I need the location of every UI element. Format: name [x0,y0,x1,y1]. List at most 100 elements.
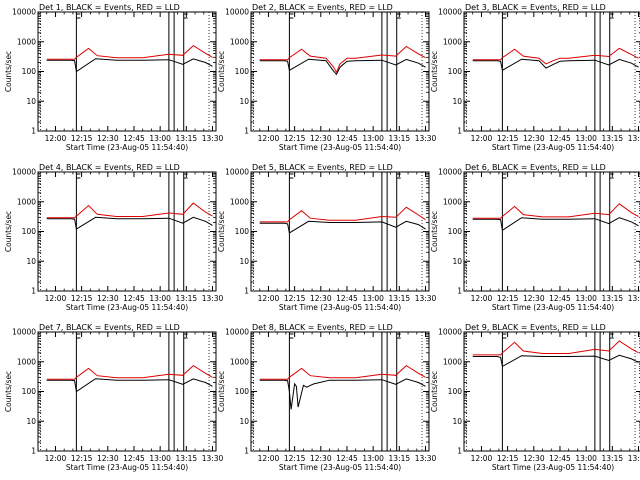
y-tick-label: 100 [235,387,250,396]
x-axis-label: Start Time (23-Aug-05 11:54:40) [279,143,401,152]
x-tick-label: 12:15 [71,294,93,303]
x-axis-label: Start Time (23-Aug-05 11:54:40) [279,303,401,312]
y-tick-label: 10000 [225,168,249,177]
y-tick-label: 1 [31,287,36,296]
detector-panel-8: 1 10 100 1000 10000 12:00 12:15 12:30 12:45 13:00… [217,323,437,472]
marker-flag [609,173,614,179]
y-tick-label: 10 [26,97,36,106]
marker-flag [76,173,81,179]
y-tick-label: 1 [457,127,462,136]
y-tick-label: 1 [457,287,462,296]
x-tick-label: 12:30 [310,454,332,463]
plot-frame [463,11,640,132]
y-axis-label: Counts/sec [4,371,13,412]
plot-frame [37,11,217,132]
plot-frame [37,171,217,292]
series-line-lld [259,206,426,223]
y-tick-label: 10000 [12,328,36,337]
x-tick-label: 12:30 [97,454,119,463]
y-tick-label: 100 [235,67,250,76]
y-tick-label: 10 [239,257,249,266]
y-tick-label: 1000 [443,197,462,206]
x-tick-label: 13:30 [415,134,437,143]
x-tick-label: 12:00 [258,454,280,463]
series-line-lld [46,364,213,380]
panel-title: Det 6, BLACK = Events, RED = LLD [465,163,606,172]
plot-frame [250,11,430,132]
series-line-events [259,378,426,410]
x-tick-label: 12:45 [549,134,571,143]
detector-panel-6: 1 10 100 1000 10000 12:00 12:15 12:30 12:45 13:00… [430,163,640,312]
detector-panel-1: 1 10 100 1000 10000 12:00 12:15 12:30 12:45 13:00… [4,3,224,152]
y-tick-label: 1 [457,447,462,456]
detector-panel-5: 1 10 100 1000 10000 12:00 12:15 12:30 12:45 13:00… [217,163,437,312]
x-tick-label: 13:30 [628,454,640,463]
x-tick-label: 12:00 [471,294,493,303]
x-tick-label: 12:30 [523,294,545,303]
panel-title: Det 3, BLACK = Events, RED = LLD [465,3,606,12]
y-axis-label: Counts/sec [4,211,13,252]
x-tick-label: 12:30 [523,454,545,463]
marker-flag [76,13,81,19]
marker-flag [502,333,507,339]
y-axis-label: Counts/sec [4,51,13,92]
y-tick-label: 1 [244,127,249,136]
x-tick-label: 12:30 [97,294,119,303]
x-tick-label: 13:30 [628,294,640,303]
y-tick-label: 100 [448,67,463,76]
x-tick-label: 13:15 [176,134,198,143]
y-tick-label: 1 [244,447,249,456]
x-tick-label: 13:30 [202,294,224,303]
x-tick-label: 12:00 [471,134,493,143]
panel-title: Det 4, BLACK = Events, RED = LLD [39,163,180,172]
y-tick-label: 10000 [225,328,249,337]
y-tick-label: 10 [239,417,249,426]
y-tick-label: 1000 [17,357,36,366]
x-tick-label: 13:00 [362,294,384,303]
x-tick-label: 13:00 [149,134,171,143]
x-tick-label: 12:45 [336,294,358,303]
series-line-lld [46,202,213,219]
series-line-events [46,378,213,393]
y-tick-label: 10 [239,97,249,106]
marker-flag [289,173,294,179]
y-axis-label: Counts/sec [217,371,226,412]
detector-panel-7: 1 10 100 1000 10000 12:00 12:15 12:30 12:45 13:00… [4,323,224,472]
y-axis-label: Counts/sec [430,51,439,92]
y-tick-label: 1000 [230,357,249,366]
y-tick-label: 1000 [230,197,249,206]
x-tick-label: 13:15 [389,134,411,143]
x-tick-label: 13:15 [602,454,624,463]
x-tick-label: 12:00 [258,294,280,303]
x-tick-label: 12:00 [45,134,67,143]
series-line-lld [259,45,426,74]
x-tick-label: 13:15 [602,134,624,143]
y-tick-label: 100 [22,387,37,396]
x-tick-label: 12:30 [310,134,332,143]
x-tick-label: 12:00 [258,134,280,143]
x-tick-label: 12:30 [97,134,119,143]
marker-flag [289,333,294,339]
marker-flag [609,333,614,339]
y-tick-label: 1 [244,287,249,296]
panel-title: Det 5, BLACK = Events, RED = LLD [252,163,393,172]
y-tick-label: 10 [452,257,462,266]
y-tick-label: 10000 [12,8,36,17]
y-tick-label: 1 [31,447,36,456]
detector-panel-4: 1 10 100 1000 10000 12:00 12:15 12:30 12:45 13:00… [4,163,224,312]
detector-panel-2: 1 10 100 1000 10000 12:00 12:15 12:30 12:45 13:00… [217,3,437,152]
x-tick-label: 12:15 [71,454,93,463]
y-tick-label: 10 [452,417,462,426]
series-line-lld [472,340,639,356]
x-tick-label: 13:00 [362,134,384,143]
x-tick-label: 12:00 [45,454,67,463]
x-tick-label: 12:15 [497,294,519,303]
x-tick-label: 13:15 [176,294,198,303]
y-tick-label: 100 [22,67,37,76]
plot-frame [250,331,430,452]
panel-title: Det 9, BLACK = Events, RED = LLD [465,323,606,332]
panel-title: Det 2, BLACK = Events, RED = LLD [252,3,393,12]
series-line-events [259,58,426,76]
y-tick-label: 10000 [12,168,36,177]
plot-frame [37,331,217,452]
